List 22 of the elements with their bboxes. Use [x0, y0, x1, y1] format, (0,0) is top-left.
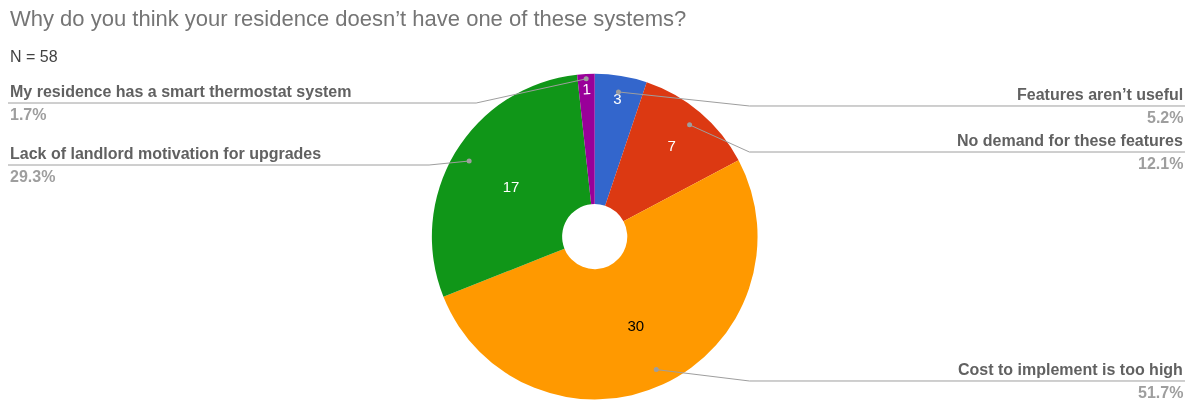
data-label: 30 — [627, 316, 645, 334]
donut-slice — [594, 73, 647, 206]
slice-label: Cost to implement is too high — [958, 361, 1183, 378]
chart-title: Why do you think your residence doesn’t have one of these systems? — [10, 6, 687, 31]
text: 29.3% — [10, 168, 56, 185]
data-label: 17 — [502, 177, 520, 195]
donut-slice — [431, 74, 592, 297]
text: 51.7% — [1138, 384, 1184, 401]
text: 1.7% — [10, 106, 47, 123]
text: 5.2% — [1147, 109, 1184, 126]
chart-subtitle: N = 58 — [10, 48, 58, 65]
donut-slice — [577, 73, 595, 205]
text: 12.1% — [1138, 155, 1184, 172]
donut-slice — [605, 82, 739, 222]
slice-label: My residence has a smart thermostat system — [10, 83, 352, 100]
slice-label: Lack of landlord motivation for upgrades — [10, 145, 322, 162]
data-label: 3 — [613, 89, 622, 107]
donut-slice — [443, 160, 758, 400]
slice-label: Features aren’t useful — [1017, 86, 1184, 103]
data-label: 7 — [667, 137, 676, 155]
slice-label: No demand for these features — [957, 132, 1183, 149]
data-label: 1 — [582, 80, 592, 98]
